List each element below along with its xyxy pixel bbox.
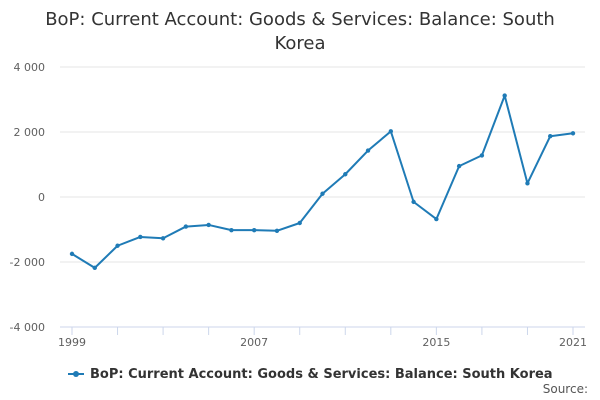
data-point[interactable] bbox=[479, 153, 485, 158]
series-line bbox=[71, 94, 574, 269]
x-tick-label: 2015 bbox=[422, 336, 450, 349]
chart-title-line-1: BoP: Current Account: Goods & Services: … bbox=[45, 9, 555, 30]
source-label: Source: bbox=[542, 382, 588, 396]
data-point[interactable] bbox=[229, 227, 234, 233]
data-point[interactable] bbox=[297, 220, 302, 226]
x-tick-label: 1999 bbox=[58, 336, 86, 349]
data-point[interactable] bbox=[206, 222, 211, 228]
x-tick-label: 2007 bbox=[240, 336, 268, 349]
data-point[interactable] bbox=[183, 224, 189, 229]
y-tick-label: 0 bbox=[38, 191, 45, 204]
data-point[interactable] bbox=[525, 181, 530, 186]
y-tick-label: -2 000 bbox=[10, 256, 45, 269]
x-tick-label: 2021 bbox=[559, 336, 587, 349]
data-point[interactable] bbox=[548, 134, 553, 139]
data-point[interactable] bbox=[274, 228, 280, 233]
y-tick-label: 4 000 bbox=[14, 61, 46, 74]
data-point[interactable] bbox=[502, 93, 507, 98]
chart-title: BoP: Current Account: Goods & Services: … bbox=[0, 8, 600, 56]
y-tick-label: -4 000 bbox=[10, 321, 45, 334]
chart-title-line-2: Korea bbox=[274, 33, 326, 54]
data-point[interactable] bbox=[69, 251, 75, 257]
data-point[interactable] bbox=[160, 236, 166, 241]
y-tick-label: 2 000 bbox=[14, 126, 46, 139]
data-point[interactable] bbox=[115, 243, 120, 248]
legend[interactable]: BoP: Current Account: Goods & Services: … bbox=[68, 364, 553, 384]
data-point[interactable] bbox=[251, 227, 257, 233]
data-point[interactable] bbox=[434, 216, 439, 222]
data-point[interactable] bbox=[456, 163, 462, 169]
data-point[interactable] bbox=[92, 265, 97, 271]
data-point[interactable] bbox=[570, 131, 576, 136]
data-point[interactable] bbox=[411, 199, 416, 205]
data-point[interactable] bbox=[365, 148, 371, 153]
data-point[interactable] bbox=[320, 191, 325, 196]
data-point[interactable] bbox=[138, 234, 143, 240]
legend-label: BoP: Current Account: Goods & Services: … bbox=[90, 366, 553, 382]
legend-swatch bbox=[68, 371, 84, 377]
data-point[interactable] bbox=[388, 129, 394, 134]
data-point[interactable] bbox=[343, 172, 348, 177]
